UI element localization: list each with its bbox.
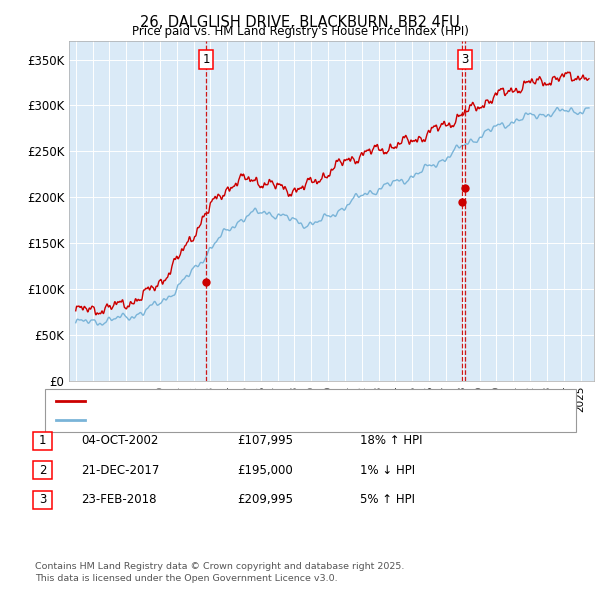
Text: 1% ↓ HPI: 1% ↓ HPI: [360, 464, 415, 477]
Text: 26, DALGLISH DRIVE, BLACKBURN, BB2 4FU: 26, DALGLISH DRIVE, BLACKBURN, BB2 4FU: [140, 15, 460, 30]
Text: 04-OCT-2002: 04-OCT-2002: [81, 434, 158, 447]
Text: 23-FEB-2018: 23-FEB-2018: [81, 493, 157, 506]
Text: 1: 1: [39, 434, 46, 447]
Text: £209,995: £209,995: [237, 493, 293, 506]
Text: 21-DEC-2017: 21-DEC-2017: [81, 464, 160, 477]
Text: £195,000: £195,000: [237, 464, 293, 477]
Text: 2: 2: [39, 464, 46, 477]
Text: Price paid vs. HM Land Registry's House Price Index (HPI): Price paid vs. HM Land Registry's House …: [131, 25, 469, 38]
Text: Contains HM Land Registry data © Crown copyright and database right 2025.
This d: Contains HM Land Registry data © Crown c…: [35, 562, 404, 583]
Text: 3: 3: [461, 53, 469, 66]
Text: £107,995: £107,995: [237, 434, 293, 447]
Text: 1: 1: [202, 53, 210, 66]
Text: 18% ↑ HPI: 18% ↑ HPI: [360, 434, 422, 447]
Text: 3: 3: [39, 493, 46, 506]
Text: 5% ↑ HPI: 5% ↑ HPI: [360, 493, 415, 506]
Text: 26, DALGLISH DRIVE, BLACKBURN, BB2 4FU (detached house): 26, DALGLISH DRIVE, BLACKBURN, BB2 4FU (…: [92, 396, 431, 406]
Text: HPI: Average price, detached house, Blackburn with Darwen: HPI: Average price, detached house, Blac…: [92, 415, 421, 425]
